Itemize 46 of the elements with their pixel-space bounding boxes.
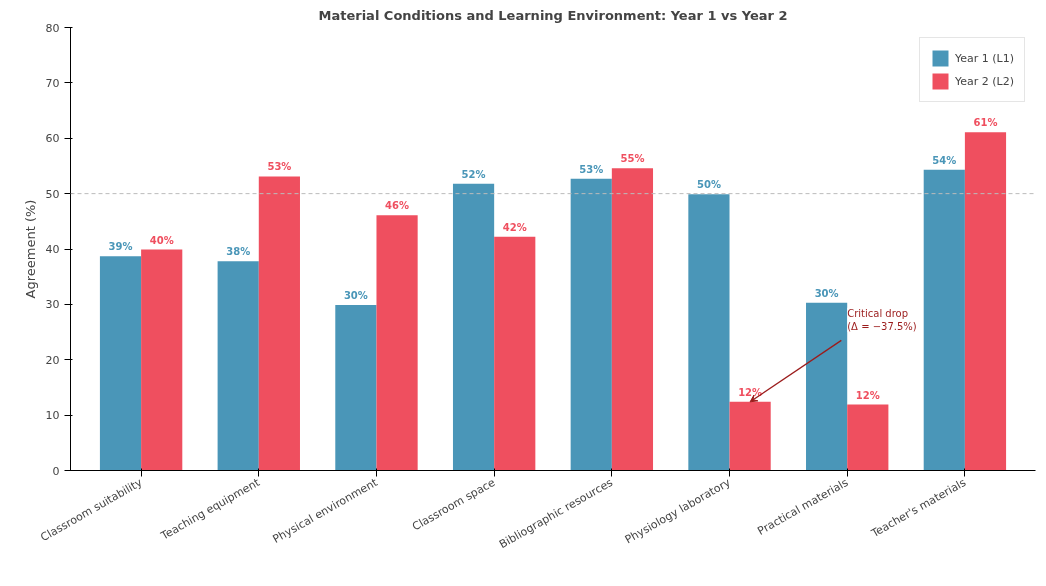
y-tick-label: 30 [45, 298, 60, 312]
bar [806, 302, 848, 471]
bar [258, 176, 300, 471]
bar [611, 168, 654, 471]
y-tick-label: 60 [45, 132, 60, 146]
y-tick-label: 50 [45, 187, 60, 201]
y-tick-label: 80 [45, 21, 60, 35]
data-label: 39% [108, 241, 133, 253]
bar [964, 132, 1007, 471]
data-label: 46% [385, 200, 410, 212]
bar [494, 236, 536, 471]
data-label: 30% [814, 287, 839, 299]
y-axis-title: Agreement (%) [22, 199, 38, 299]
data-label: 52% [461, 168, 486, 180]
bar [729, 401, 771, 471]
bar [376, 215, 418, 471]
bar [688, 194, 730, 471]
data-label: 54% [932, 154, 957, 166]
y-tick-label: 20 [45, 353, 60, 367]
data-label: 12% [855, 389, 880, 401]
bar [335, 304, 377, 471]
bar [923, 169, 965, 471]
bar [217, 261, 259, 471]
y-tick-label: 0 [52, 464, 60, 478]
bar [847, 404, 889, 471]
y-tick-label: 40 [45, 243, 60, 256]
data-label: 53% [579, 163, 604, 175]
y-tick-label: 70 [45, 76, 60, 90]
data-label: 55% [620, 153, 645, 165]
bar [99, 256, 142, 471]
bar [141, 249, 183, 471]
bar [452, 183, 495, 471]
data-label: 50% [696, 179, 721, 191]
legend-label: Year 2 (L2) [955, 74, 1014, 88]
data-label: 61% [973, 117, 998, 129]
annotation: Critical drop (Δ = −37.5%) [847, 307, 917, 333]
data-label: 53% [267, 161, 292, 173]
data-label: 40% [149, 234, 174, 246]
legend-label: Year 1 (L1) [955, 51, 1014, 65]
data-label: 38% [226, 246, 251, 258]
y-tick-label: 10 [45, 409, 60, 423]
bar [570, 178, 612, 471]
data-label: 12% [738, 386, 763, 398]
data-label: 42% [502, 221, 527, 233]
data-label: 30% [343, 289, 368, 301]
chart-title: Material Conditions and Learning Environment: Year 1 vs Year 2 [318, 7, 788, 23]
